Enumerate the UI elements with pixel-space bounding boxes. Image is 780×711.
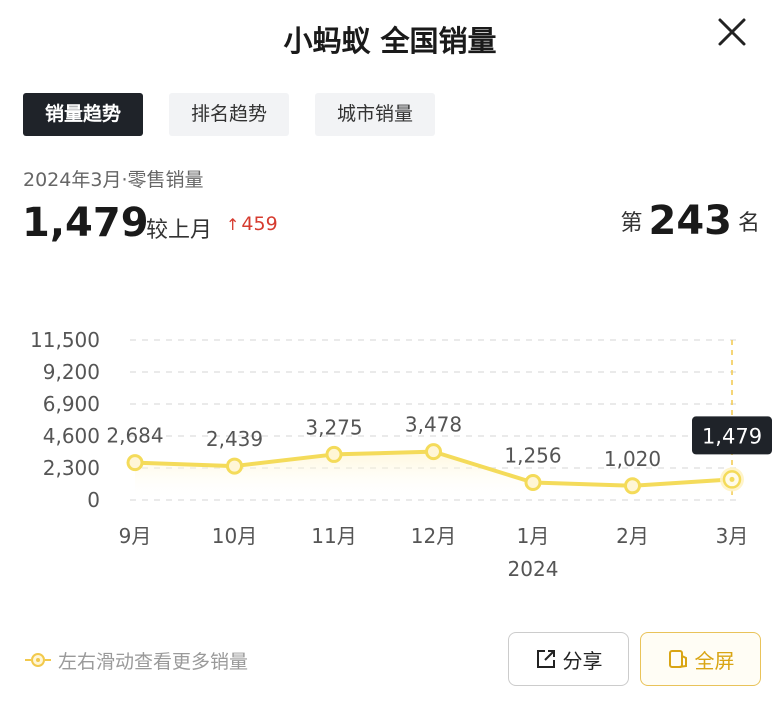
data-point[interactable]: [624, 477, 641, 495]
y-tick-label: 0: [87, 488, 100, 512]
sales-value: 1,479: [22, 200, 149, 246]
fullscreen-button[interactable]: 全屏: [640, 632, 761, 686]
sales-line-chart[interactable]: 0 2,300 4,600 6,900 9,200 11,500 2,684 9月 2,439 1…: [0, 300, 780, 600]
header: 小蚂蚁 全国销量: [0, 0, 780, 78]
swipe-hint-icon: [24, 651, 52, 674]
rank-value: 243: [648, 198, 732, 244]
data-point[interactable]: [524, 474, 542, 492]
data-point[interactable]: [226, 457, 243, 475]
delta-badge: ↑ 459: [226, 213, 278, 235]
x-year-label: 2024: [508, 557, 559, 581]
x-tick-label: 3月: [716, 524, 749, 548]
y-tick-label: 9,200: [43, 360, 100, 384]
x-tick-label: 1月: [517, 524, 550, 548]
data-point-center: [729, 476, 735, 482]
data-label: 2,684: [106, 424, 163, 448]
y-tick-label: 6,900: [43, 392, 100, 416]
arrow-up-icon: ↑: [226, 215, 240, 234]
y-tick-label: 4,600: [43, 424, 100, 448]
tab-sales-trend[interactable]: 销量趋势: [23, 93, 144, 136]
data-label: 3,275: [305, 415, 362, 439]
data-label: 1,020: [604, 447, 661, 471]
close-icon[interactable]: [714, 14, 750, 50]
data-point[interactable]: [126, 454, 144, 472]
data-point[interactable]: [425, 443, 442, 461]
data-label: 3,478: [405, 413, 462, 437]
swipe-hint: 左右滑动查看更多销量: [24, 647, 248, 674]
y-tick-label: 11,500: [30, 328, 100, 352]
tab-city-sales[interactable]: 城市销量: [315, 93, 436, 136]
tooltip-box: [692, 416, 772, 455]
x-tick-label: 12月: [411, 524, 456, 548]
tab-rank-trend[interactable]: 排名趋势: [169, 93, 290, 136]
share-button[interactable]: 分享: [508, 632, 629, 686]
x-tick-label: 2月: [616, 524, 649, 548]
x-tick-label: 11月: [311, 524, 356, 548]
fullscreen-label: 全屏: [694, 648, 735, 673]
page-title: 小蚂蚁 全国销量: [283, 24, 497, 58]
series-area: [135, 451, 732, 500]
fullscreen-icon: [667, 648, 689, 670]
y-tick-label: 2,300: [43, 456, 100, 480]
share-label: 分享: [562, 648, 603, 673]
data-label: 2,439: [206, 427, 263, 451]
period-label: 2024年3月·零售销量: [23, 169, 204, 191]
delta-value: 459: [241, 213, 278, 235]
tooltip-value: 1,479: [702, 424, 762, 448]
swipe-hint-text: 左右滑动查看更多销量: [58, 651, 249, 673]
share-icon: [535, 648, 557, 670]
data-point[interactable]: [325, 445, 343, 463]
rank-prefix: 第: [620, 211, 643, 236]
x-tick-label: 10月: [212, 524, 257, 548]
x-tick-label: 9月: [119, 524, 152, 548]
rank-display: 第 243 名: [620, 198, 760, 244]
compare-label: 较上月: [146, 218, 213, 243]
rank-suffix: 名: [737, 211, 760, 236]
data-label: 1,256: [504, 444, 561, 468]
